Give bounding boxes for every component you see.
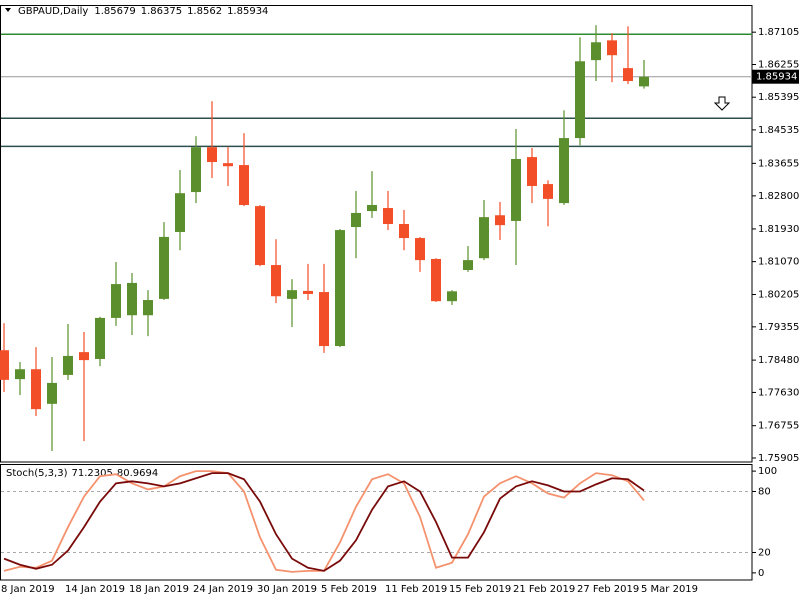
sell-arrow (713, 96, 731, 111)
symbol: GBPAUD,Daily (18, 6, 88, 17)
x-tick-label: 5 Feb 2019 (321, 584, 377, 595)
stoch-line (3, 472, 645, 572)
x-tick-label: 24 Jan 2019 (193, 584, 253, 595)
candle-body (495, 215, 505, 226)
candle-body (639, 76, 649, 87)
candle-body (351, 212, 361, 228)
candle-body (335, 230, 345, 347)
candle-body (223, 163, 233, 167)
y-tick-label: 80 (758, 486, 771, 497)
x-tick-label: 5 Mar 2019 (641, 584, 698, 595)
candle-body (47, 382, 57, 404)
x-tick-label: 11 Feb 2019 (385, 584, 447, 595)
candle-body (0, 350, 9, 380)
y-tick-label: 1.77630 (758, 387, 799, 398)
candle-body (575, 61, 585, 139)
header-low: 1.8562 (187, 6, 222, 17)
y-tick-label: 1.87105 (758, 27, 799, 38)
candle-body (367, 204, 377, 212)
y-tick-label: 1.78480 (758, 355, 799, 366)
candle-body (591, 42, 601, 61)
y-tick-label: 1.84535 (758, 125, 799, 136)
candle-body (31, 369, 41, 410)
last-price-label: 1.85934 (756, 72, 797, 83)
y-tick-label: 1.80205 (758, 290, 799, 301)
y-tick-label: 20 (758, 548, 771, 559)
stoch-signal: 80.9694 (117, 468, 158, 479)
candle-body (479, 217, 489, 259)
candle-body (191, 147, 201, 193)
candle-body (447, 291, 457, 302)
y-tick-label: 1.81930 (758, 224, 799, 235)
y-tick-label: 1.76755 (758, 421, 799, 432)
last-price-box (752, 69, 799, 84)
candle-body (431, 258, 441, 302)
x-tick-label: 21 Feb 2019 (513, 584, 575, 595)
header-open: 1.85679 (94, 6, 135, 17)
y-tick-label: 0 (758, 568, 764, 579)
header-close: 1.85934 (227, 6, 268, 17)
header-triangle (5, 8, 11, 12)
candle-body (607, 40, 617, 56)
main-header: GBPAUD,Daily 1.85679 1.86375 1.8562 1.85934 (18, 6, 268, 17)
y-tick-label: 1.85395 (758, 92, 799, 103)
candle-body (111, 284, 121, 318)
candle-body (287, 290, 297, 299)
main-frame (0, 5, 753, 463)
x-tick-label: 18 Jan 2019 (129, 584, 189, 595)
candle-body (255, 206, 265, 266)
candle-body (79, 352, 89, 361)
x-tick-label: 30 Jan 2019 (257, 584, 317, 595)
y-tick-label: 1.75905 (758, 453, 799, 464)
candle-body (559, 138, 569, 204)
x-tick-label: 14 Jan 2019 (65, 584, 125, 595)
candle-body (511, 158, 521, 221)
x-tick-label: 15 Feb 2019 (449, 584, 511, 595)
stoch-main: 71.2305 (71, 468, 112, 479)
candle-body (383, 208, 393, 224)
candle-body (127, 282, 137, 316)
candle-body (63, 355, 73, 375)
candle-body (95, 317, 105, 359)
x-tick-label: 27 Feb 2019 (577, 584, 639, 595)
header-high: 1.86375 (141, 6, 182, 17)
candle-body (175, 193, 185, 232)
candle-body (463, 260, 473, 270)
candle-body (303, 290, 313, 294)
candle-body (143, 300, 153, 316)
stoch-title: Stoch(5,3,3) (6, 468, 68, 479)
y-tick-label: 1.83655 (758, 158, 799, 169)
y-tick-label: 1.86255 (758, 60, 799, 71)
candle-body (15, 369, 25, 380)
candle-body (271, 265, 281, 297)
stoch-frame (0, 464, 753, 581)
candle-body (159, 236, 169, 299)
y-tick-label: 1.81070 (758, 257, 799, 268)
candle-body (527, 157, 537, 186)
candle-body (319, 292, 329, 347)
y-tick-label: 1.82800 (758, 191, 799, 202)
y-tick-label: 100 (758, 466, 777, 477)
candle-body (239, 165, 249, 205)
candle-body (207, 147, 217, 163)
candle-body (543, 184, 553, 199)
candle-body (399, 223, 409, 239)
x-tick-label: 8 Jan 2019 (1, 584, 55, 595)
candle-body (623, 68, 633, 82)
candle-body (415, 238, 425, 261)
y-tick-label: 1.79355 (758, 322, 799, 333)
stoch-header: Stoch(5,3,3) 71.2305 80.9694 (6, 468, 158, 479)
